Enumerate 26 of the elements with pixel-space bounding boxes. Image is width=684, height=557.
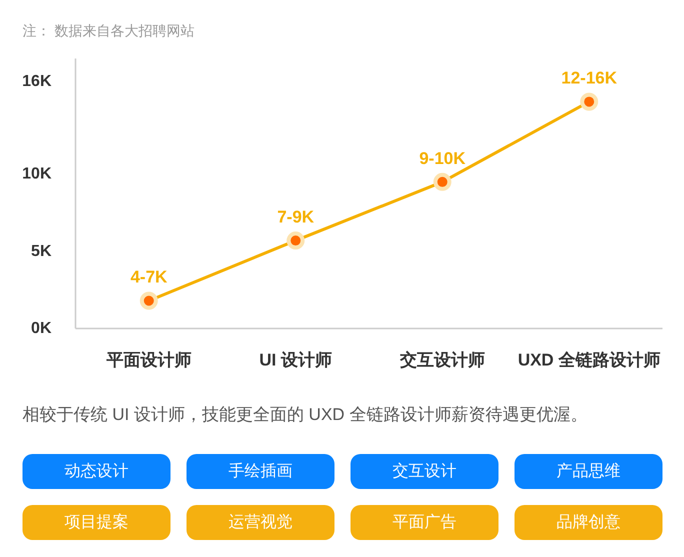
x-tick-label: UI 设计师 — [259, 350, 332, 370]
data-label: 7-9K — [277, 208, 315, 227]
text: 平面广告 — [392, 513, 456, 531]
point — [433, 172, 452, 191]
data-label: 9-10K — [419, 148, 466, 168]
data-label: 12-16K — [561, 68, 618, 88]
text: 注： 数据来自各大招聘网站 — [22, 22, 194, 38]
point — [140, 292, 158, 310]
text: 产品思维 — [556, 462, 620, 480]
data-label: 4-7K — [130, 268, 168, 287]
y-tick-label: 10K — [22, 166, 52, 183]
text: 项目提案 — [64, 513, 128, 531]
x-tick-label: 平面设计师 — [105, 350, 192, 370]
x-tick-label: UXD 全链路设计师 — [518, 350, 660, 370]
text: 交互设计 — [392, 462, 456, 480]
point — [286, 232, 305, 250]
text: 运营视觉 — [228, 513, 292, 531]
text: 手绘插画 — [228, 462, 292, 480]
text: 相较于传统 UI 设计师，技能更全面的 UXD 全链路设计师薪资待遇更优渥。 — [22, 405, 588, 424]
y-tick-label: 0K — [31, 320, 52, 337]
y-tick-label: 16K — [22, 73, 52, 90]
text: 动态设计 — [64, 462, 128, 480]
text: 品牌创意 — [556, 513, 620, 531]
x-tick-label: 交互设计师 — [398, 350, 485, 370]
point — [580, 92, 598, 111]
y-tick-label: 5K — [31, 242, 52, 260]
